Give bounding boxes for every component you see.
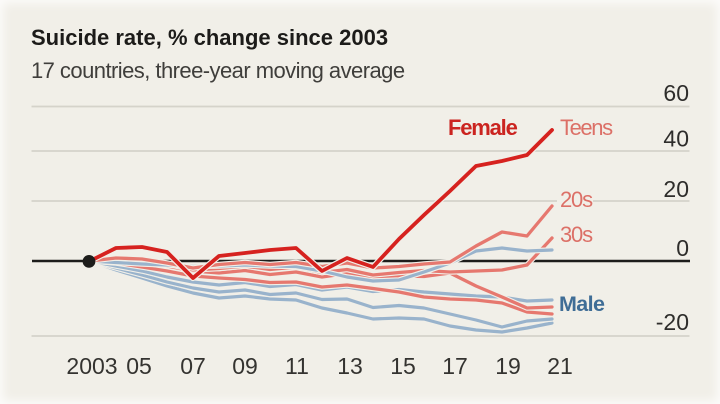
svg-text:09: 09 — [232, 353, 258, 379]
svg-text:20s: 20s — [560, 187, 593, 212]
svg-text:Teens: Teens — [560, 115, 613, 140]
svg-text:Male: Male — [559, 292, 605, 316]
svg-text:19: 19 — [495, 353, 521, 379]
svg-text:0: 0 — [676, 235, 689, 261]
svg-text:-20: -20 — [656, 309, 689, 335]
svg-text:17 countries, three-year movin: 17 countries, three-year moving average — [31, 58, 405, 83]
svg-text:40: 40 — [663, 126, 689, 152]
svg-text:20: 20 — [663, 176, 689, 202]
svg-text:13: 13 — [337, 353, 363, 379]
svg-text:11: 11 — [285, 353, 309, 379]
svg-text:17: 17 — [442, 353, 468, 379]
svg-text:07: 07 — [180, 353, 206, 379]
svg-text:2003: 2003 — [66, 353, 117, 379]
svg-text:Suicide rate, % change since 2: Suicide rate, % change since 2003 — [31, 25, 388, 50]
svg-text:Female: Female — [448, 115, 518, 140]
svg-text:30s: 30s — [560, 222, 593, 247]
svg-text:05: 05 — [126, 353, 152, 379]
svg-text:15: 15 — [390, 353, 416, 379]
svg-text:21: 21 — [547, 353, 573, 379]
svg-text:60: 60 — [663, 80, 689, 106]
